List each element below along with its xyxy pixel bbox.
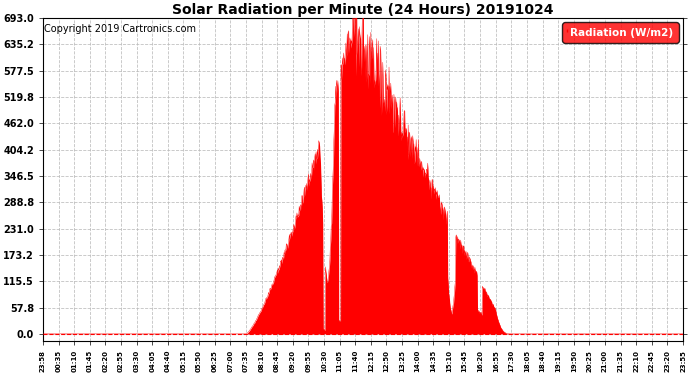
Title: Solar Radiation per Minute (24 Hours) 20191024: Solar Radiation per Minute (24 Hours) 20… — [172, 3, 554, 17]
Legend: Radiation (W/m2): Radiation (W/m2) — [562, 22, 679, 43]
Text: Copyright 2019 Cartronics.com: Copyright 2019 Cartronics.com — [44, 24, 196, 34]
